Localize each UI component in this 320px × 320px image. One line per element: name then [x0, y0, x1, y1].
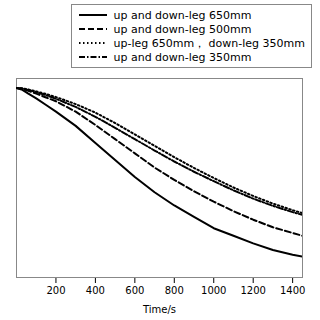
- html-text:up and down-leg 650mm: up and down-leg 650mm: [113, 8, 252, 22]
- svg-text:1400: 1400: [280, 285, 305, 296]
- html-text:up and down-leg 500mm: up and down-leg 500mm: [113, 22, 252, 36]
- svg-text:1000: 1000: [201, 285, 226, 296]
- svg-text:1200: 1200: [240, 285, 265, 296]
- html-text:up-leg 650mm， down-leg 350mm: up-leg 650mm， down-leg 350mm: [113, 36, 305, 50]
- svg-text:200: 200: [46, 285, 65, 296]
- svg-text:Time/s: Time/s: [142, 304, 176, 315]
- html-text:up and down-leg 350mm: up and down-leg 350mm: [113, 50, 252, 64]
- svg-text:600: 600: [125, 285, 144, 296]
- svg-text:400: 400: [86, 285, 105, 296]
- svg-text:800: 800: [165, 285, 184, 296]
